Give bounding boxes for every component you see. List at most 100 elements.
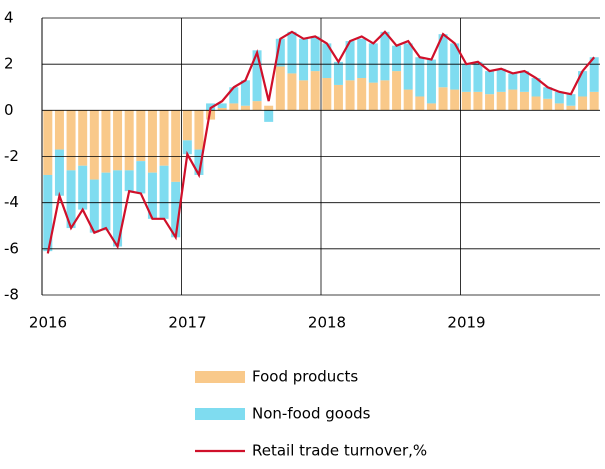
bar bbox=[461, 91, 471, 111]
bar bbox=[508, 89, 518, 111]
legend-swatch bbox=[195, 371, 245, 383]
bar bbox=[113, 170, 123, 247]
bar bbox=[461, 64, 471, 92]
bar bbox=[322, 43, 332, 79]
x-tick-label: 2017 bbox=[168, 314, 206, 332]
bar bbox=[78, 165, 88, 210]
bar bbox=[589, 91, 599, 111]
bar bbox=[357, 38, 367, 79]
legend-swatch bbox=[195, 408, 245, 420]
bar bbox=[229, 103, 239, 111]
bar bbox=[299, 38, 309, 81]
bar bbox=[438, 87, 448, 111]
bar bbox=[333, 84, 343, 111]
bar bbox=[217, 103, 227, 109]
bar bbox=[43, 174, 53, 252]
bar bbox=[578, 96, 588, 111]
bar bbox=[159, 165, 169, 219]
y-tick-label: -4 bbox=[4, 193, 19, 211]
bar bbox=[345, 80, 355, 111]
bar bbox=[589, 57, 599, 92]
bar bbox=[519, 91, 529, 111]
bar bbox=[101, 172, 111, 231]
bar bbox=[240, 105, 250, 111]
bar bbox=[380, 80, 390, 111]
bar bbox=[275, 66, 285, 111]
bar bbox=[124, 170, 134, 192]
bar bbox=[322, 78, 332, 111]
bar bbox=[415, 57, 425, 97]
bar bbox=[450, 89, 460, 111]
bar bbox=[519, 71, 529, 92]
bar bbox=[508, 73, 518, 90]
bar bbox=[380, 31, 390, 81]
bar bbox=[554, 91, 564, 104]
y-tick-label: -2 bbox=[4, 147, 19, 165]
bar bbox=[333, 61, 343, 85]
bar bbox=[287, 73, 297, 111]
bar bbox=[264, 105, 274, 111]
bar bbox=[287, 31, 297, 74]
y-tick-label: -8 bbox=[4, 286, 19, 304]
bar bbox=[252, 50, 262, 102]
bar bbox=[78, 110, 88, 166]
bar bbox=[415, 96, 425, 111]
bar bbox=[252, 101, 262, 111]
bar bbox=[54, 110, 64, 150]
bar bbox=[217, 108, 227, 111]
y-tick-label: 0 bbox=[4, 101, 14, 119]
bar bbox=[392, 45, 402, 72]
legend-label: Non-food goods bbox=[252, 405, 371, 423]
bar bbox=[124, 110, 134, 171]
bar bbox=[403, 43, 413, 90]
bar bbox=[54, 149, 64, 196]
bar bbox=[182, 110, 192, 141]
x-tick-label: 2018 bbox=[308, 314, 346, 332]
bar bbox=[159, 110, 169, 166]
bar bbox=[66, 170, 76, 229]
bar bbox=[485, 94, 495, 111]
bar bbox=[368, 82, 378, 111]
bar bbox=[310, 36, 320, 72]
y-tick-label: -6 bbox=[4, 239, 19, 257]
bar bbox=[43, 110, 53, 175]
bar bbox=[426, 59, 436, 104]
bar bbox=[368, 43, 378, 83]
bar bbox=[89, 179, 99, 233]
bar bbox=[578, 71, 588, 97]
bar bbox=[113, 110, 123, 171]
bar bbox=[194, 149, 204, 175]
bar bbox=[450, 43, 460, 90]
x-tick-label: 2019 bbox=[447, 314, 485, 332]
bar bbox=[136, 161, 146, 194]
bar bbox=[194, 110, 204, 150]
bar bbox=[426, 103, 436, 111]
bar bbox=[543, 98, 553, 111]
bar bbox=[566, 105, 576, 111]
bar bbox=[403, 89, 413, 111]
bar bbox=[438, 34, 448, 88]
bar bbox=[473, 61, 483, 92]
line bbox=[46, 30, 596, 254]
bar bbox=[171, 181, 181, 238]
bar bbox=[229, 87, 239, 104]
bar bbox=[147, 172, 157, 219]
bar bbox=[392, 71, 402, 111]
bar bbox=[171, 110, 181, 182]
bar bbox=[206, 110, 216, 120]
bar bbox=[357, 78, 367, 111]
bar bbox=[473, 91, 483, 111]
bar bbox=[264, 110, 274, 122]
bar bbox=[310, 71, 320, 111]
bar bbox=[543, 87, 553, 99]
bar bbox=[496, 68, 506, 92]
legend-label: Retail trade turnover,% bbox=[252, 442, 427, 460]
bar bbox=[554, 103, 564, 111]
bar bbox=[136, 110, 146, 162]
bar bbox=[240, 80, 250, 106]
y-tick-label: 4 bbox=[4, 9, 14, 27]
bar bbox=[566, 94, 576, 106]
bar bbox=[531, 96, 541, 111]
bar bbox=[66, 110, 76, 171]
bar bbox=[496, 91, 506, 111]
